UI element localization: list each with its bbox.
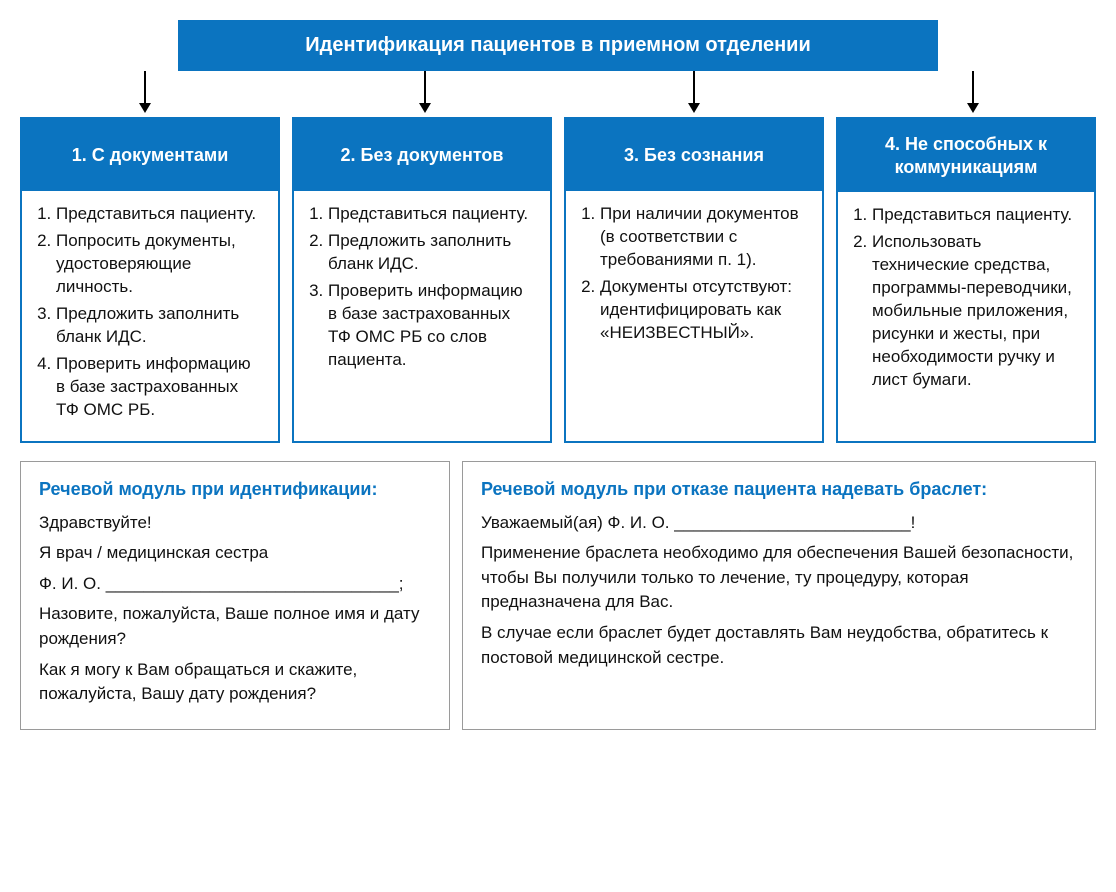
list-item: Попросить документы, удостоверяющие личн… (56, 230, 264, 299)
list-item: Предложить заполнить бланк ИДС. (328, 230, 536, 276)
column-header: 3. Без сознания (566, 119, 822, 191)
speech-module-1: Речевой модуль при идентификации: Здравст… (20, 461, 450, 730)
diagram-root: Идентификация пациентов в приемном отдел… (20, 20, 1096, 730)
module-title: Речевой модуль при идентификации: (39, 476, 431, 502)
arrow-3 (693, 71, 695, 105)
list-item: Проверить информацию в базе застрахованн… (56, 353, 264, 422)
module-line: Назовите, пожалуйста, Ваше полное имя и … (39, 602, 431, 651)
column-body: Представиться пациенту. Попросить докумен… (22, 191, 278, 441)
columns-grid: 1. С документамиПредставиться пациенту.П… (20, 117, 1096, 443)
column-list: Представиться пациенту. Предложить заполн… (308, 203, 536, 372)
column-header: 4. Не способных к коммуникациям (838, 119, 1094, 192)
column-list: Представиться пациенту. Попросить докумен… (36, 203, 264, 421)
column-2: 2. Без документов Представиться пациенту.… (292, 117, 552, 443)
main-title: Идентификация пациентов в приемном отдел… (178, 20, 938, 71)
module-line: Ф. И. О. _______________________________… (39, 572, 431, 597)
column-4: 4. Не способных к коммуникациям Представи… (836, 117, 1096, 443)
column-body: Представиться пациенту. Предложить заполн… (294, 191, 550, 441)
column-header: 1. С документами (22, 119, 278, 191)
speech-modules: Речевой модуль при идентификации: Здравст… (20, 461, 1096, 730)
arrow-1 (144, 71, 146, 105)
module-title: Речевой модуль при отказе пациента надев… (481, 476, 1077, 502)
column-1: 1. С документамиПредставиться пациенту.П… (20, 117, 280, 443)
module-line: Применение браслета необходимо для обесп… (481, 541, 1077, 615)
list-item: Представиться пациенту. (872, 204, 1080, 227)
module-line: В случае если браслет будет доставлять В… (481, 621, 1077, 670)
module-line: Я врач / медицинская сестра (39, 541, 431, 566)
list-item: Документы отсутствуют: идентифицировать … (600, 276, 808, 345)
module-line: Как я могу к Вам обращаться и скажите, п… (39, 658, 431, 707)
list-item: При наличии документов (в соответствии с… (600, 203, 808, 272)
list-item: Представиться пациенту. (56, 203, 264, 226)
list-item: Проверить информацию в базе застрахованн… (328, 280, 536, 372)
speech-module-2: Речевой модуль при отказе пациента надев… (462, 461, 1096, 730)
module-line: Здравствуйте! (39, 511, 431, 536)
column-body: Представиться пациенту. Использовать техн… (838, 192, 1094, 441)
arrow-row (20, 71, 1096, 117)
list-item: Представиться пациенту. (328, 203, 536, 226)
list-item: Предложить заполнить бланк ИДС. (56, 303, 264, 349)
arrow-4 (972, 71, 974, 105)
column-list: При наличии документов (в соответствии с… (580, 203, 808, 345)
column-body: При наличии документов (в соответствии с… (566, 191, 822, 441)
module-line: Уважаемый(ая) Ф. И. О. _________________… (481, 511, 1077, 536)
arrow-2 (424, 71, 426, 105)
column-header: 2. Без документов (294, 119, 550, 191)
list-item: Использовать технические средства, прогр… (872, 231, 1080, 392)
column-list: Представиться пациенту. Использовать техн… (852, 204, 1080, 392)
column-3: 3. Без сознания При наличии документов (в… (564, 117, 824, 443)
